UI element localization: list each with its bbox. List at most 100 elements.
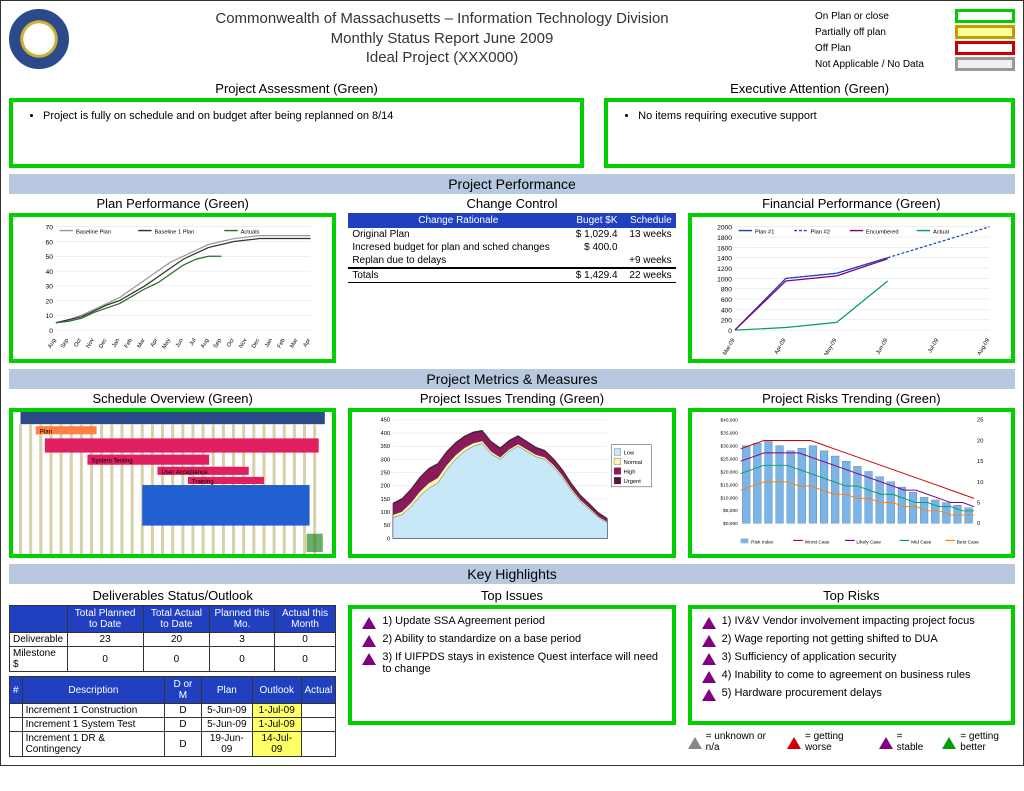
header-row: Commonwealth of Massachusetts – Informat… bbox=[9, 9, 1015, 73]
svg-text:Feb: Feb bbox=[124, 338, 134, 350]
highlights-row: Deliverables Status/Outlook Total Planne… bbox=[9, 588, 1015, 757]
svg-text:Apr: Apr bbox=[150, 338, 160, 349]
svg-text:400: 400 bbox=[381, 431, 391, 437]
svg-text:Nov: Nov bbox=[86, 338, 96, 350]
issue-line: 3) If UIFPDS stays in existence Quest in… bbox=[362, 651, 661, 675]
svg-text:0: 0 bbox=[49, 328, 53, 335]
section-metrics: Project Metrics & Measures bbox=[9, 369, 1015, 389]
svg-text:15: 15 bbox=[977, 459, 983, 465]
triangle-green-icon bbox=[942, 737, 956, 749]
plan-perf-chart: 010203040506070AugSepOctNovDecJanFebMarA… bbox=[9, 213, 336, 363]
deliverables-detail-table: #DescriptionD or MPlanOutlookActualIncre… bbox=[9, 676, 336, 757]
schedule-title: Schedule Overview (Green) bbox=[9, 391, 336, 406]
exec-bullet: No items requiring executive support bbox=[638, 110, 997, 122]
svg-text:150: 150 bbox=[381, 497, 391, 503]
top-risks-title: Top Risks bbox=[688, 588, 1015, 603]
svg-text:50: 50 bbox=[384, 523, 390, 529]
performance-row: Plan Performance (Green) 010203040506070… bbox=[9, 196, 1015, 363]
change-control-title: Change Control bbox=[348, 196, 675, 211]
svg-text:May: May bbox=[162, 338, 173, 350]
issue-text: 2) Wage reporting not getting shifted to… bbox=[722, 633, 938, 645]
issue-line: 2) Ability to standardize on a base peri… bbox=[362, 633, 661, 647]
svg-text:Worst Case: Worst Case bbox=[804, 539, 829, 545]
triangle-purple-icon bbox=[362, 635, 376, 647]
svg-text:Plan #1: Plan #1 bbox=[755, 229, 774, 235]
svg-text:Best Case: Best Case bbox=[956, 539, 978, 545]
svg-text:Apr-09: Apr-09 bbox=[773, 338, 787, 355]
svg-text:Sep: Sep bbox=[213, 338, 223, 350]
triangle-purple-icon bbox=[702, 689, 716, 701]
status-legend: On Plan or closePartially off planOff Pl… bbox=[815, 9, 1015, 73]
svg-text:Risk Index: Risk Index bbox=[751, 539, 774, 545]
legend-swatch bbox=[955, 9, 1015, 23]
svg-text:250: 250 bbox=[381, 470, 391, 476]
triangle-purple-icon bbox=[702, 635, 716, 647]
assessment-bullet: Project is fully on schedule and on budg… bbox=[43, 110, 566, 122]
svg-text:10: 10 bbox=[977, 480, 983, 486]
svg-text:Jun-09: Jun-09 bbox=[875, 338, 889, 355]
svg-text:$30,000: $30,000 bbox=[720, 444, 738, 450]
plan-perf-title: Plan Performance (Green) bbox=[9, 196, 336, 211]
issue-text: 2) Ability to standardize on a base peri… bbox=[382, 633, 581, 645]
svg-text:Plan #2: Plan #2 bbox=[810, 229, 829, 235]
svg-text:Dec: Dec bbox=[98, 338, 108, 350]
triangle-legend: = unknown or n/a = getting worse = stabl… bbox=[688, 731, 1015, 753]
svg-text:Low: Low bbox=[624, 450, 635, 456]
metrics-row: Schedule Overview (Green) PlanSystem Tes… bbox=[9, 391, 1015, 558]
svg-text:Mar: Mar bbox=[289, 338, 299, 350]
svg-text:70: 70 bbox=[46, 225, 54, 232]
issue-line: 1) Update SSA Agreement period bbox=[362, 615, 661, 629]
issues-trend-chart: 050100150200250300350400450LowNormalHigh… bbox=[348, 408, 675, 558]
svg-text:Oct: Oct bbox=[226, 337, 236, 348]
svg-text:30: 30 bbox=[46, 284, 54, 291]
svg-text:Urgent: Urgent bbox=[624, 479, 642, 485]
svg-text:Feb: Feb bbox=[277, 338, 287, 350]
legend-label: On Plan or close bbox=[815, 11, 955, 22]
schedule-chart: PlanSystem TestingUser AcceptanceTrainin… bbox=[9, 408, 336, 558]
svg-text:May-09: May-09 bbox=[823, 338, 838, 355]
issue-text: 5) Hardware procurement delays bbox=[722, 687, 882, 699]
triangle-purple-icon bbox=[362, 617, 376, 629]
svg-text:$15,000: $15,000 bbox=[720, 482, 738, 488]
triangle-red-icon bbox=[787, 737, 801, 749]
issue-text: 1) Update SSA Agreement period bbox=[382, 615, 545, 627]
svg-text:Training: Training bbox=[192, 479, 214, 486]
svg-text:10: 10 bbox=[46, 313, 54, 320]
deliverables-panel: Deliverables Status/Outlook Total Planne… bbox=[9, 588, 336, 757]
legend-label: Off Plan bbox=[815, 43, 955, 54]
status-report-page: Commonwealth of Massachusetts – Informat… bbox=[0, 0, 1024, 766]
deliverables-summary-table: Total Planned to DateTotal Actual to Dat… bbox=[9, 605, 336, 672]
assessment-row: Project Assessment (Green) Project is fu… bbox=[9, 81, 1015, 168]
svg-text:400: 400 bbox=[721, 307, 732, 314]
svg-text:20: 20 bbox=[977, 438, 983, 444]
title-block: Commonwealth of Massachusetts – Informat… bbox=[79, 9, 805, 68]
svg-text:0: 0 bbox=[728, 328, 732, 335]
assessment-title: Project Assessment (Green) bbox=[9, 81, 584, 96]
exec-box: No items requiring executive support bbox=[604, 98, 1015, 168]
svg-text:$5,000: $5,000 bbox=[723, 508, 738, 514]
triangle-gray-icon bbox=[688, 737, 702, 749]
svg-text:Mar-09: Mar-09 bbox=[722, 338, 736, 355]
svg-text:0: 0 bbox=[387, 536, 390, 542]
svg-text:Apr: Apr bbox=[303, 338, 313, 349]
change-control-table: Change RationaleBuget $KScheduleOriginal… bbox=[348, 213, 675, 283]
triangle-purple-icon bbox=[702, 617, 716, 629]
svg-text:50: 50 bbox=[46, 254, 54, 261]
issue-line: 1) IV&V Vendor involvement impacting pro… bbox=[702, 615, 1001, 629]
svg-text:Oct: Oct bbox=[73, 337, 83, 348]
svg-text:Jul: Jul bbox=[189, 338, 198, 347]
svg-text:Aug: Aug bbox=[200, 338, 210, 350]
issue-line: 5) Hardware procurement delays bbox=[702, 687, 1001, 701]
svg-text:Normal: Normal bbox=[624, 460, 642, 466]
issue-line: 2) Wage reporting not getting shifted to… bbox=[702, 633, 1001, 647]
svg-text:Jun: Jun bbox=[175, 338, 185, 349]
svg-text:450: 450 bbox=[381, 418, 391, 424]
svg-text:350: 350 bbox=[381, 444, 391, 450]
svg-text:Baseline Plan: Baseline Plan bbox=[76, 229, 111, 235]
svg-text:Actuals: Actuals bbox=[241, 229, 260, 235]
legend-label: Not Applicable / No Data bbox=[815, 59, 955, 70]
svg-text:$25,000: $25,000 bbox=[720, 457, 738, 463]
svg-text:300: 300 bbox=[381, 457, 391, 463]
top-issues-panel: Top Issues 1) Update SSA Agreement perio… bbox=[348, 588, 675, 757]
top-issues-box: 1) Update SSA Agreement period 2) Ability… bbox=[348, 605, 675, 725]
